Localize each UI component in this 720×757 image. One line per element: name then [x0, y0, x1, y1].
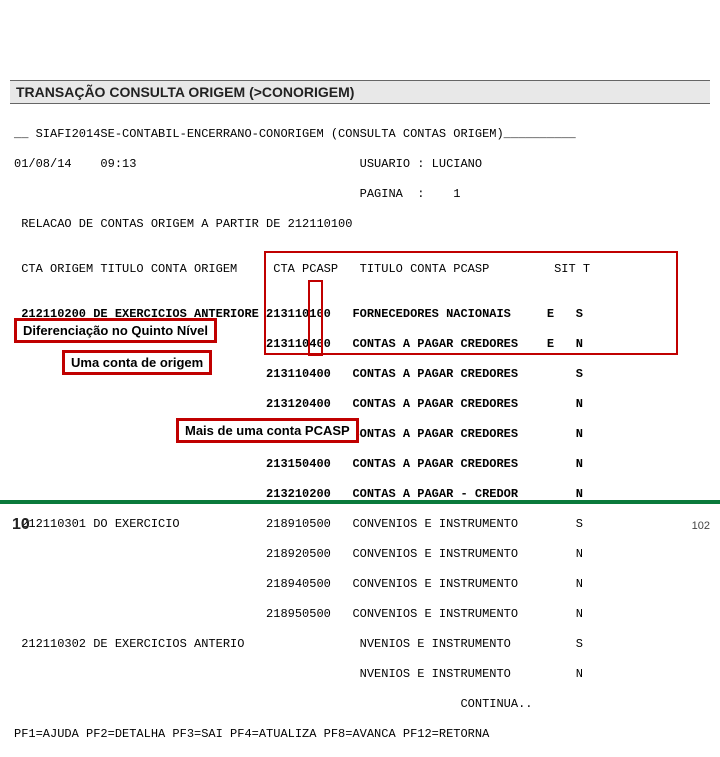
section-header: TRANSAÇÃO CONSULTA ORIGEM (>CONORIGEM) [10, 80, 710, 104]
highlight-box-large [264, 251, 678, 355]
term-line: NVENIOS E INSTRUMENTO N [14, 667, 706, 682]
term-line: 213150400 CONTAS A PAGAR CREDORES N [14, 457, 706, 472]
term-line: CONTINUA.. [14, 697, 706, 712]
annotation-text: Uma conta de origem [71, 355, 203, 370]
term-line: 213120400 CONTAS A PAGAR CREDORES N [14, 397, 706, 412]
slide-number-left: 10 [12, 516, 30, 534]
slide-number-right: 102 [692, 520, 710, 532]
term-line: 212110302 DE EXERCICIOS ANTERIO NVENIOS … [14, 637, 706, 652]
annotation-text: Diferenciação no Quinto Nível [23, 323, 208, 338]
term-line: 213140400 CONTAS A PAGAR CREDORES N [14, 427, 706, 442]
term-line: 212110301 DO EXERCICIO 218910500 CONVENI… [14, 517, 706, 532]
term-line: RELACAO DE CONTAS ORIGEM A PARTIR DE 212… [14, 217, 706, 232]
terminal-screen: __ SIAFI2014SE-CONTABIL-ENCERRANO-CONORI… [14, 112, 706, 757]
term-line: PAGINA : 1 [14, 187, 706, 202]
annotation-text: Mais de uma conta PCASP [185, 423, 350, 438]
section-title: TRANSAÇÃO CONSULTA ORIGEM (>CONORIGEM) [16, 84, 354, 100]
annotation-multi-pcasp: Mais de uma conta PCASP [176, 418, 359, 443]
footer-divider [0, 500, 720, 504]
term-line: 218950500 CONVENIOS E INSTRUMENTO N [14, 607, 706, 622]
term-line: 01/08/14 09:13 USUARIO : LUCIANO [14, 157, 706, 172]
term-line: PF1=AJUDA PF2=DETALHA PF3=SAI PF4=ATUALI… [14, 727, 706, 742]
highlight-box-small [308, 280, 323, 356]
term-line: __ SIAFI2014SE-CONTABIL-ENCERRANO-CONORI… [14, 127, 706, 142]
annotation-diff-level: Diferenciação no Quinto Nível [14, 318, 217, 343]
term-line: 218940500 CONVENIOS E INSTRUMENTO N [14, 577, 706, 592]
annotation-origin-account: Uma conta de origem [62, 350, 212, 375]
term-line: 218920500 CONVENIOS E INSTRUMENTO N [14, 547, 706, 562]
